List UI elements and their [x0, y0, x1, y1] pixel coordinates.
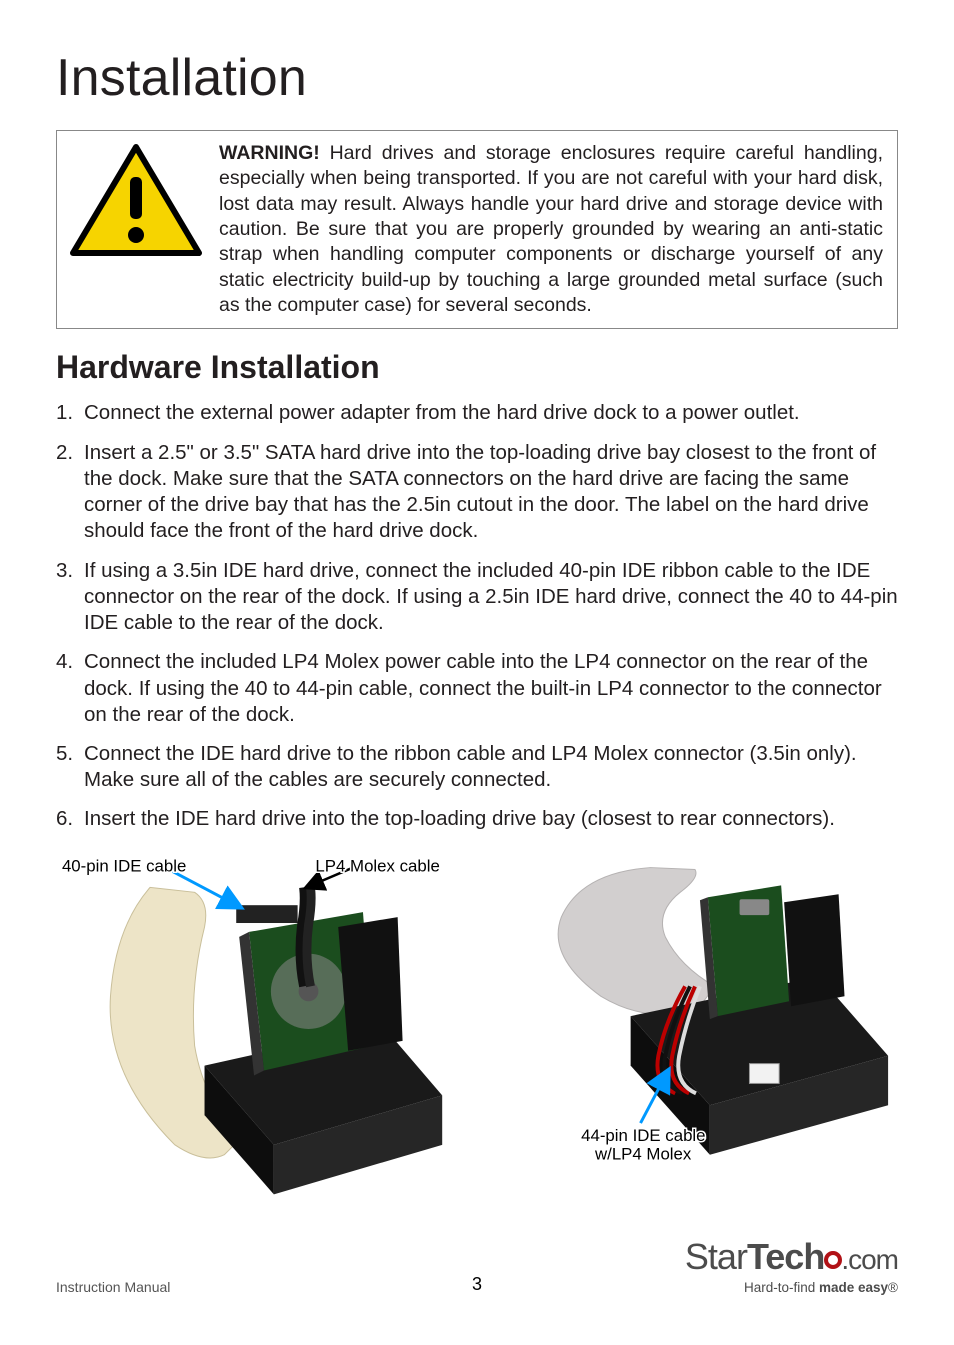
step-item: Connect the IDE hard drive to the ribbon… [56, 741, 898, 793]
warning-box: WARNING! Hard drives and storage enclosu… [56, 130, 898, 329]
figures-row: 40-pin IDE cable LP4 Molex cable [56, 846, 898, 1206]
step-item: Insert the IDE hard drive into the top-l… [56, 806, 898, 832]
page-title: Installation [56, 48, 898, 108]
tag-reg: ® [888, 1280, 898, 1295]
step-item: Connect the external power adapter from … [56, 400, 898, 426]
step-item: Insert a 2.5" or 3.5" SATA hard drive in… [56, 440, 898, 545]
label-lp4: LP4 Molex cable [315, 856, 439, 875]
steps-list: Connect the external power adapter from … [56, 400, 898, 832]
brand-logo: StarTech .com Hard-to-find made easy® [685, 1236, 898, 1295]
tag-b: made easy [819, 1280, 888, 1295]
step-item: Connect the included LP4 Molex power cab… [56, 649, 898, 728]
figure-right: 44-pin IDE cable w/LP4 Molex [492, 846, 898, 1206]
warning-body: Hard drives and storage enclosures requi… [219, 142, 883, 316]
logo-tagline: Hard-to-find made easy® [685, 1280, 898, 1295]
label-44pin-l2: w/LP4 Molex [594, 1144, 692, 1163]
footer-left: Instruction Manual [56, 1279, 170, 1295]
tag-a: Hard-to-find [744, 1280, 819, 1295]
label-44pin-l1: 44-pin IDE cable [581, 1126, 705, 1145]
logo-part-c: .com [841, 1244, 898, 1275]
logo-part-b: Tech [747, 1236, 824, 1277]
label-40pin: 40-pin IDE cable [62, 856, 186, 875]
warning-icon [67, 141, 205, 263]
warning-text: WARNING! Hard drives and storage enclosu… [219, 141, 883, 318]
footer: Instruction Manual 3 StarTech .com Hard-t… [56, 1236, 898, 1295]
logo-text: StarTech .com [685, 1236, 898, 1278]
logo-part-a: Star [685, 1236, 747, 1277]
step-item: If using a 3.5in IDE hard drive, connect… [56, 558, 898, 637]
page: Installation WARNING! Hard drives and st… [0, 0, 954, 1345]
page-number: 3 [472, 1274, 482, 1295]
section-heading: Hardware Installation [56, 349, 898, 386]
warning-lead: WARNING! [219, 142, 320, 164]
figure-left: 40-pin IDE cable LP4 Molex cable [56, 846, 462, 1206]
